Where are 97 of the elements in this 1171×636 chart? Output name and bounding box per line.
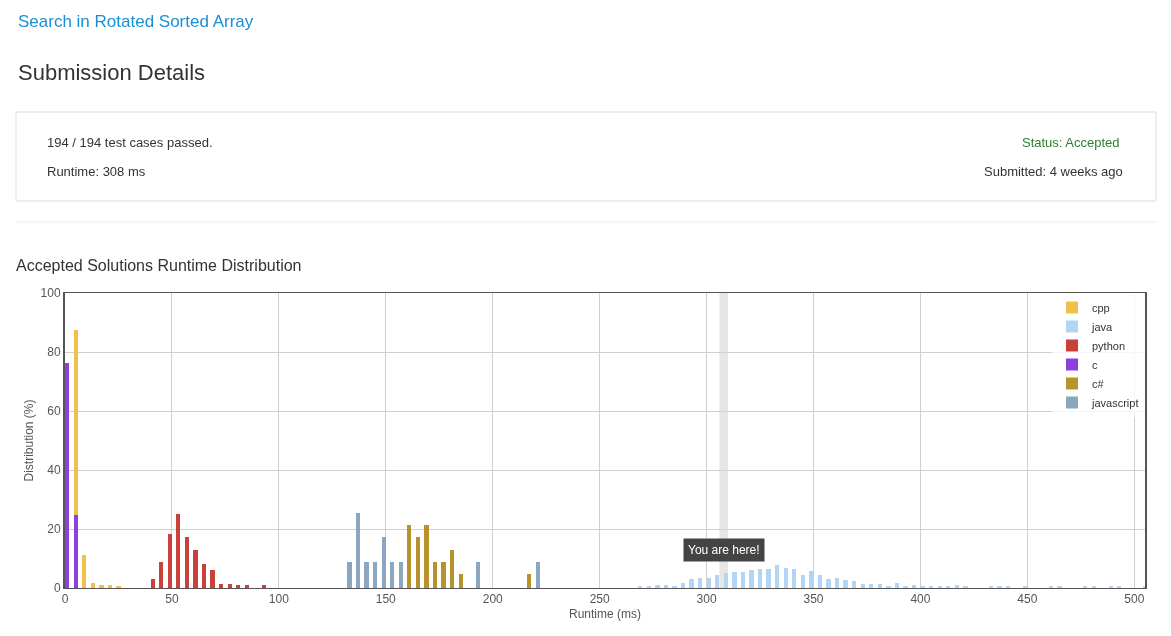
bar	[843, 580, 848, 588]
bar	[826, 579, 831, 588]
x-tick-label: 400	[910, 592, 931, 607]
text: Runtime: 308 ms	[47, 164, 146, 179]
bar	[655, 585, 660, 588]
bar	[724, 573, 728, 588]
x-tick-label: 350	[803, 592, 824, 607]
bar	[792, 569, 796, 588]
y-axis-title: Distribution (%)	[22, 399, 37, 482]
bar	[390, 562, 394, 588]
bar	[784, 568, 788, 588]
bar	[151, 579, 155, 588]
bar	[236, 585, 240, 588]
bar	[869, 584, 873, 588]
x-tick-label: 250	[589, 592, 610, 607]
band-label: You are here!	[688, 543, 760, 557]
bar	[65, 363, 69, 588]
bar	[108, 585, 112, 588]
bar	[245, 585, 249, 588]
bar	[732, 572, 737, 588]
bar	[912, 585, 916, 588]
bar	[852, 581, 856, 588]
bar	[664, 585, 668, 588]
bar	[766, 569, 771, 588]
bar	[382, 537, 386, 588]
text: Submitted: 4 weeks ago	[984, 164, 1123, 179]
bar	[159, 562, 163, 588]
bar	[219, 584, 223, 588]
x-tick-label: 500	[1124, 592, 1145, 607]
bar	[176, 514, 180, 588]
y-tick-label: 100	[40, 286, 61, 301]
bar	[459, 574, 463, 588]
bar	[168, 534, 172, 588]
legend-label: cpp	[1092, 301, 1110, 314]
bar	[698, 578, 702, 588]
bar	[407, 525, 411, 588]
bar	[809, 571, 814, 588]
bar	[861, 584, 865, 588]
bar	[262, 585, 266, 588]
bar	[707, 578, 711, 588]
bar	[775, 565, 779, 588]
legend-label: java	[1091, 320, 1114, 333]
y-tick-label: 0	[53, 581, 61, 596]
bar	[878, 584, 882, 588]
bar	[955, 585, 959, 588]
x-tick-label: 150	[375, 592, 397, 607]
legend-label: c#	[1092, 377, 1105, 390]
bar	[689, 579, 694, 588]
bar	[450, 550, 454, 588]
x-axis-title: Runtime (ms)	[568, 607, 642, 622]
legend-label: python	[1092, 339, 1126, 352]
bar	[91, 583, 95, 588]
bar	[424, 525, 429, 588]
text: Status: Accepted	[1022, 135, 1120, 150]
bar	[715, 575, 719, 588]
text: Search in Rotated Sorted Array	[18, 12, 254, 31]
bar	[758, 569, 762, 588]
bar	[527, 574, 531, 588]
bar	[416, 537, 420, 588]
bar	[818, 575, 822, 588]
bar	[536, 562, 540, 588]
bar	[74, 515, 78, 588]
bar	[681, 583, 685, 588]
bar	[741, 572, 745, 588]
y-tick-label: 20	[47, 522, 61, 537]
bar	[835, 578, 839, 588]
bar	[185, 537, 189, 588]
text: Submission Details	[18, 60, 206, 85]
legend-label: c	[1092, 358, 1098, 371]
y-tick-label: 60	[47, 404, 61, 419]
bar	[210, 570, 215, 588]
x-tick-label: 300	[696, 592, 717, 607]
x-tick-label: 450	[1017, 592, 1038, 607]
bar	[433, 562, 437, 588]
bar	[202, 564, 206, 588]
bar	[895, 583, 899, 588]
x-tick-label: 50	[165, 592, 179, 607]
y-tick-label: 80	[47, 345, 61, 360]
bar	[441, 562, 446, 588]
bar	[228, 584, 232, 588]
chart-title: Accepted Solutions Runtime Distribution	[16, 256, 302, 274]
y-tick-label: 40	[47, 463, 61, 478]
bar	[749, 570, 754, 588]
bar	[801, 575, 805, 588]
x-tick-label: 200	[482, 592, 504, 607]
bar	[99, 585, 104, 588]
legend-label: javascript	[1091, 396, 1139, 409]
bar	[193, 550, 198, 588]
bar	[399, 562, 403, 588]
bar	[356, 513, 360, 588]
bar	[373, 562, 377, 588]
bar	[82, 555, 86, 588]
bar	[364, 562, 369, 588]
x-tick-label: 100	[268, 592, 290, 607]
text: 194 / 194 test cases passed.	[47, 135, 213, 150]
bar	[476, 562, 480, 588]
bar	[347, 562, 352, 588]
